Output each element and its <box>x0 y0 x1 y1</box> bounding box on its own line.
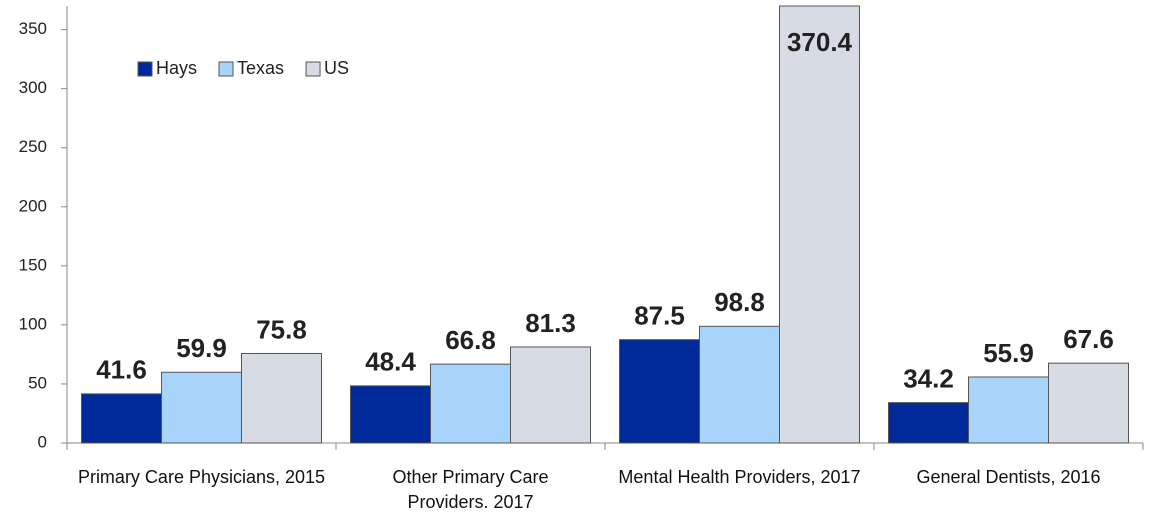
bar <box>699 325 780 444</box>
data-label: 66.8 <box>445 325 496 355</box>
legend-swatch <box>218 61 234 77</box>
data-label: 370.4 <box>787 27 853 57</box>
legend-label: Hays <box>156 58 197 78</box>
data-label: 67.6 <box>1063 324 1114 354</box>
data-label: 75.8 <box>256 314 307 344</box>
bar <box>1048 362 1129 444</box>
legend-label: US <box>324 58 349 78</box>
data-label: 59.9 <box>176 333 227 363</box>
data-label: 34.2 <box>903 363 954 393</box>
y-tick-label: 300 <box>19 78 47 97</box>
data-label: 55.9 <box>983 338 1034 368</box>
data-label: 48.4 <box>365 347 416 377</box>
legend-swatch <box>305 61 321 77</box>
bar <box>510 346 591 444</box>
bar <box>241 352 322 444</box>
bar <box>161 371 242 444</box>
data-label: 81.3 <box>525 308 576 338</box>
bar <box>350 385 431 444</box>
y-tick-label: 200 <box>19 196 47 215</box>
y-tick-label: 350 <box>19 19 47 38</box>
bar <box>81 393 162 444</box>
y-tick-label: 50 <box>28 373 47 392</box>
y-tick-label: 100 <box>19 314 47 333</box>
bar <box>779 5 860 444</box>
bar <box>619 339 700 444</box>
y-tick-label: 150 <box>19 255 47 274</box>
legend-swatch <box>137 61 153 77</box>
bar <box>888 402 969 444</box>
legend-label: Texas <box>237 58 284 78</box>
bar <box>968 376 1049 444</box>
x-tick-label: Other Primary Care Providers. 2017 <box>392 467 549 512</box>
x-tick-label: Primary Care Physicians, 2015 <box>77 467 326 487</box>
data-label: 41.6 <box>96 355 147 385</box>
bar <box>430 363 511 444</box>
y-tick-label: 250 <box>19 137 47 156</box>
x-tick-label: General Dentists, 2016 <box>916 467 1101 487</box>
data-label: 98.8 <box>714 287 765 317</box>
y-tick-label: 0 <box>38 432 47 451</box>
data-label: 87.5 <box>634 301 685 331</box>
x-tick-label: Mental Health Providers, 2017 <box>618 467 861 487</box>
